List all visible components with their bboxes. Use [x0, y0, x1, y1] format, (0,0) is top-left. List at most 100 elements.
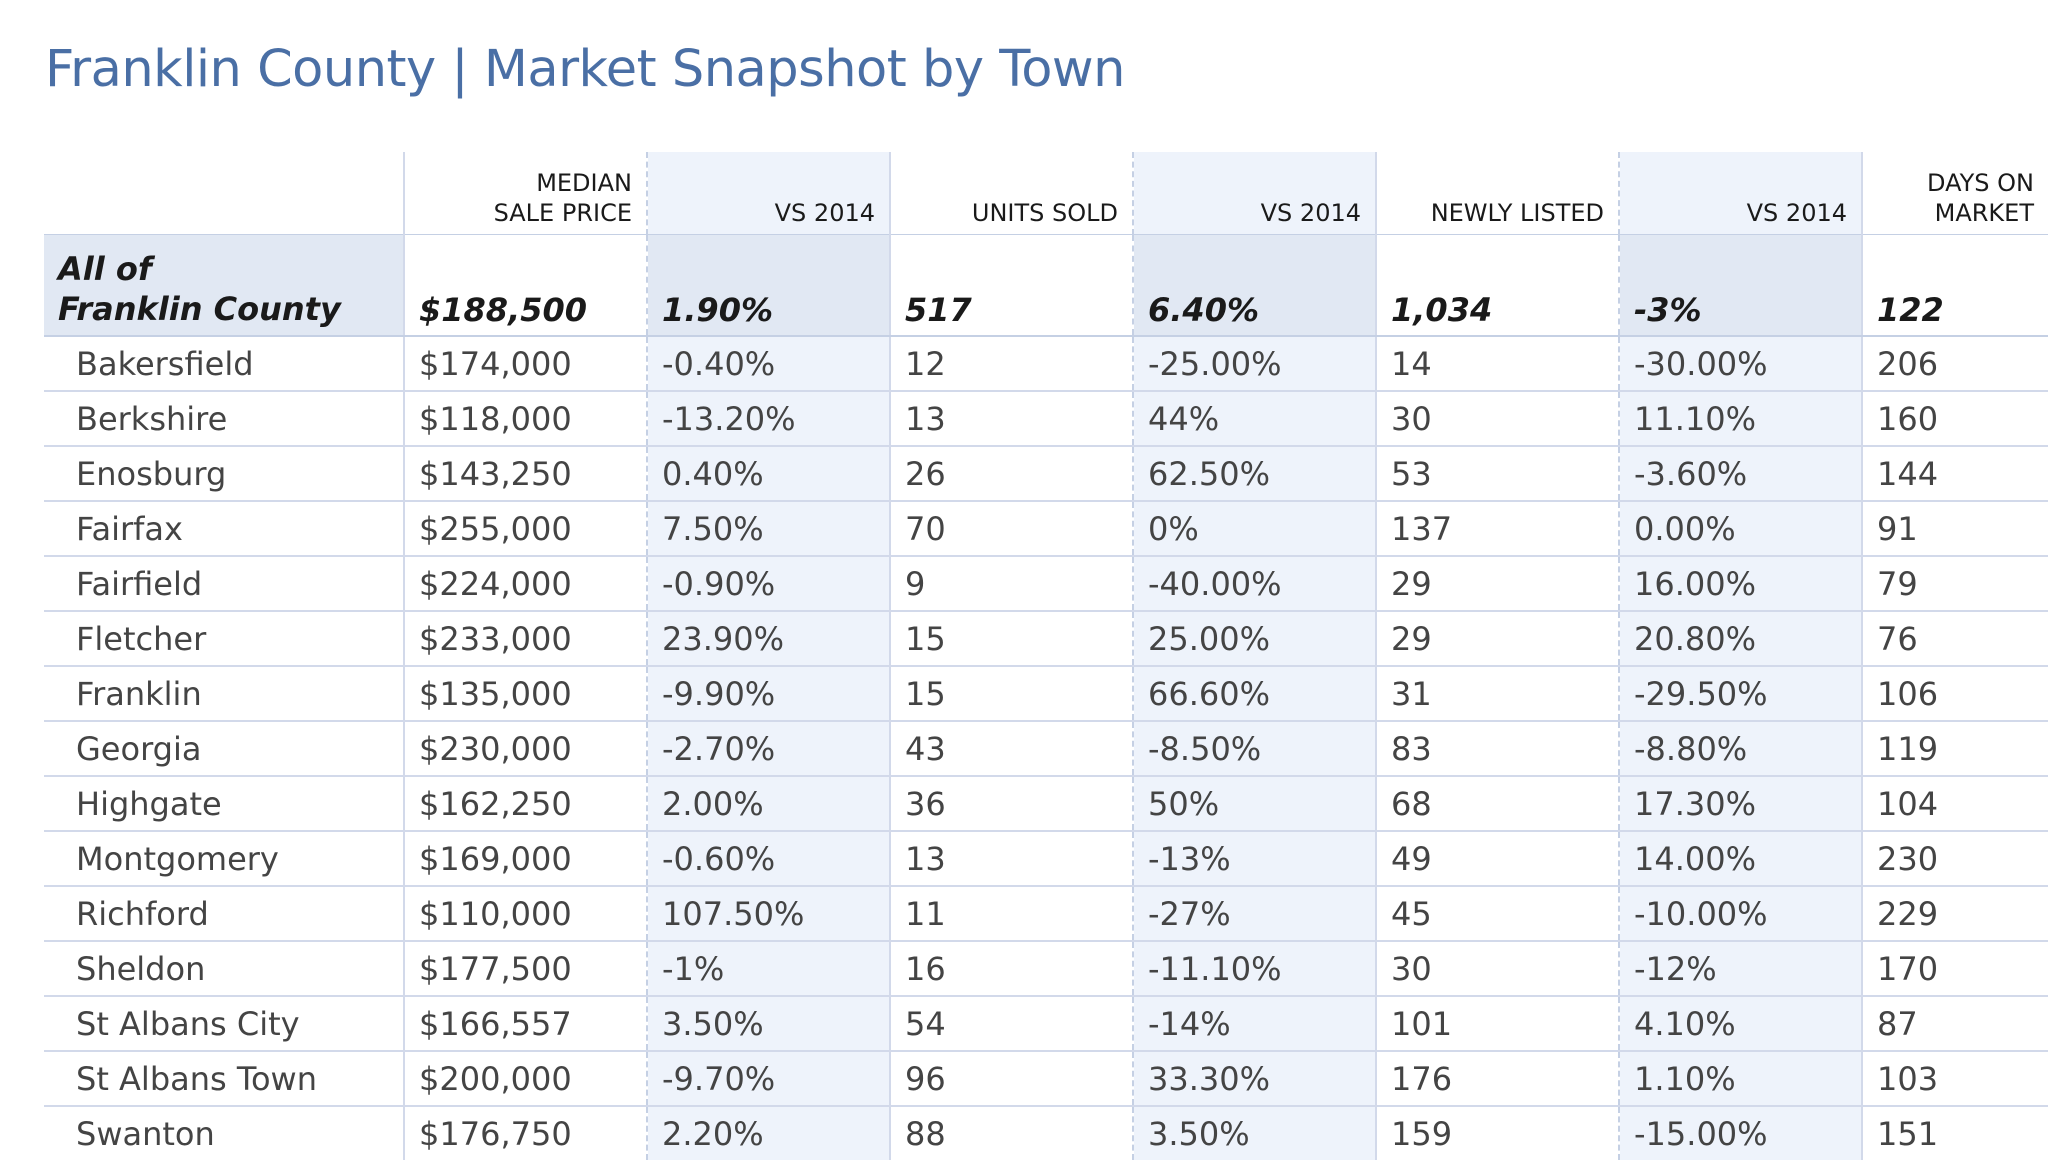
town-cell: St Albans City — [44, 996, 404, 1052]
days-on-market-cell: 160 — [1861, 391, 2048, 447]
median-sale-price-cell: $118,000 — [403, 391, 647, 447]
median-sale-price-cell: $143,250 — [403, 446, 647, 502]
town-cell: Highgate — [44, 776, 404, 832]
town-cell: Swanton — [76, 1114, 215, 1153]
median-sale-price-cell: $255,000 — [403, 501, 647, 557]
column-header-units-sold: UNITS SOLD — [889, 152, 1133, 235]
median-vs-2014-cell: -9.70% — [646, 1051, 890, 1107]
median-vs-2014-cell: 2.20% — [646, 1106, 890, 1160]
units-vs-2014-cell: -11.10% — [1132, 941, 1376, 997]
county-total-units: 517 — [889, 234, 1133, 337]
median-sale-price-cell: $166,557 — [403, 996, 647, 1052]
county-total-label: All of Franklin County — [44, 234, 404, 337]
median-sale-price-cell: $174,000 — [403, 336, 647, 392]
median-vs-2014-cell: -9.90% — [646, 666, 890, 722]
units-vs-2014-cell: 0% — [1132, 501, 1376, 557]
county-total-median: $188,500 — [403, 234, 647, 337]
units-vs-2014-cell: 44% — [1132, 391, 1376, 447]
table-row: Fairfax $255,000 7.50% 70 0% 137 0.00% 91 — [44, 501, 2048, 557]
newly-listed-cell: 159 — [1375, 1106, 1619, 1160]
column-header-median-sale-price: MEDIAN SALE PRICE — [403, 152, 647, 235]
newly-listed-cell: 137 — [1375, 501, 1619, 557]
county-total-listed: 1,034 — [1375, 234, 1619, 337]
units-sold-cell: 16 — [889, 941, 1133, 997]
listed-vs-2014-cell: -8.80% — [1618, 721, 1862, 777]
county-total-listed-vs: -3% — [1618, 234, 1862, 337]
units-sold-cell: 13 — [889, 831, 1133, 887]
days-on-market-cell: 119 — [1861, 721, 2048, 777]
newly-listed-cell: 31 — [1375, 666, 1619, 722]
newly-listed-cell: 176 — [1375, 1051, 1619, 1107]
median-vs-2014-cell: -13.20% — [646, 391, 890, 447]
town-cell: Berkshire — [44, 391, 404, 447]
town-cell: Enosburg — [44, 446, 404, 502]
days-on-market-cell: 230 — [1861, 831, 2048, 887]
newly-listed-cell: 83 — [1375, 721, 1619, 777]
units-vs-2014-cell: -14% — [1132, 996, 1376, 1052]
column-header-listed-vs-2014: VS 2014 — [1618, 152, 1862, 235]
listed-vs-2014-cell: 11.10% — [1618, 391, 1862, 447]
days-on-market-cell: 229 — [1861, 886, 2048, 942]
days-on-market-cell: 91 — [1861, 501, 2048, 557]
units-sold-cell: 15 — [889, 611, 1133, 667]
units-sold-cell: 54 — [889, 996, 1133, 1052]
county-total-median-vs: 1.90% — [646, 234, 890, 337]
newly-listed-cell: 45 — [1375, 886, 1619, 942]
table-row: Fletcher $233,000 23.90% 15 25.00% 29 20.80% 76 — [44, 611, 2048, 667]
units-sold-cell: 15 — [889, 666, 1133, 722]
median-vs-2014-cell: 2.00% — [646, 776, 890, 832]
town-cell: Franklin — [44, 666, 404, 722]
days-on-market-cell: 104 — [1861, 776, 2048, 832]
table-row: Swanton $176,750 2.20% 88 3.50% 159 -15.00% 151 — [44, 1106, 2048, 1160]
units-sold-cell: 96 — [889, 1051, 1133, 1107]
county-total-days: 122 — [1861, 234, 2048, 337]
median-sale-price-cell: $200,000 — [403, 1051, 647, 1107]
median-sale-price-cell: $110,000 — [403, 886, 647, 942]
units-sold-cell: 11 — [889, 886, 1133, 942]
median-vs-2014-cell: -1% — [646, 941, 890, 997]
days-on-market-cell: 79 — [1861, 556, 2048, 612]
table-row: Highgate $162,250 2.00% 36 50% 68 17.30% 104 — [44, 776, 2048, 832]
median-sale-price-cell: $233,000 — [403, 611, 647, 667]
newly-listed-cell: 30 — [1375, 391, 1619, 447]
table-row: Richford $110,000 107.50% 11 -27% 45 -10.00% 22… — [44, 886, 2048, 942]
town-cell: Montgomery — [44, 831, 404, 887]
units-sold-cell: 36 — [889, 776, 1133, 832]
listed-vs-2014-cell: 16.00% — [1618, 556, 1862, 612]
median-sale-price-cell: $176,750 — [403, 1106, 647, 1160]
town-cell: St Albans Town — [44, 1051, 404, 1107]
listed-vs-2014-cell: 1.10% — [1618, 1051, 1862, 1107]
county-total-row: All of Franklin County $188,500 1.90% 517… — [44, 234, 2048, 337]
town-cell: Fairfield — [44, 556, 404, 612]
units-vs-2014-cell: -27% — [1132, 886, 1376, 942]
days-on-market-cell: 106 — [1861, 666, 2048, 722]
median-sale-price-cell: $230,000 — [403, 721, 647, 777]
median-sale-price-cell: $177,500 — [403, 941, 647, 997]
listed-vs-2014-cell: 14.00% — [1618, 831, 1862, 887]
newly-listed-cell: 29 — [1375, 556, 1619, 612]
median-vs-2014-cell: 23.90% — [646, 611, 890, 667]
median-vs-2014-cell: -0.40% — [646, 336, 890, 392]
town-cell: Fairfax — [44, 501, 404, 557]
listed-vs-2014-cell: -10.00% — [1618, 886, 1862, 942]
table-row: Bakersfield $174,000 -0.40% 12 -25.00% 14 -30.… — [44, 336, 2048, 392]
median-vs-2014-cell: 3.50% — [646, 996, 890, 1052]
table-row: Berkshire $118,000 -13.20% 13 44% 30 11.10% 160 — [44, 391, 2048, 447]
units-vs-2014-cell: -40.00% — [1132, 556, 1376, 612]
newly-listed-cell: 30 — [1375, 941, 1619, 997]
table-row: St Albans Town $200,000 -9.70% 96 33.30% 176 1… — [44, 1051, 2048, 1107]
units-vs-2014-cell: 3.50% — [1132, 1106, 1376, 1160]
median-vs-2014-cell: 0.40% — [646, 446, 890, 502]
column-header-newly-listed: NEWLY LISTED — [1375, 152, 1619, 235]
listed-vs-2014-cell: 0.00% — [1618, 501, 1862, 557]
table-row: Fairfield $224,000 -0.90% 9 -40.00% 29 16.00% 7… — [44, 556, 2048, 612]
median-vs-2014-cell: 7.50% — [646, 501, 890, 557]
median-sale-price-cell: $135,000 — [403, 666, 647, 722]
median-vs-2014-cell: 107.50% — [646, 886, 890, 942]
newly-listed-cell: 49 — [1375, 831, 1619, 887]
table-row: Sheldon $177,500 -1% 16 -11.10% 30 -12% 170 — [44, 941, 2048, 997]
column-header-days-on-market: DAYS ON MARKET — [1861, 152, 2048, 235]
listed-vs-2014-cell: 4.10% — [1618, 996, 1862, 1052]
units-vs-2014-cell: 66.60% — [1132, 666, 1376, 722]
median-vs-2014-cell: -0.90% — [646, 556, 890, 612]
